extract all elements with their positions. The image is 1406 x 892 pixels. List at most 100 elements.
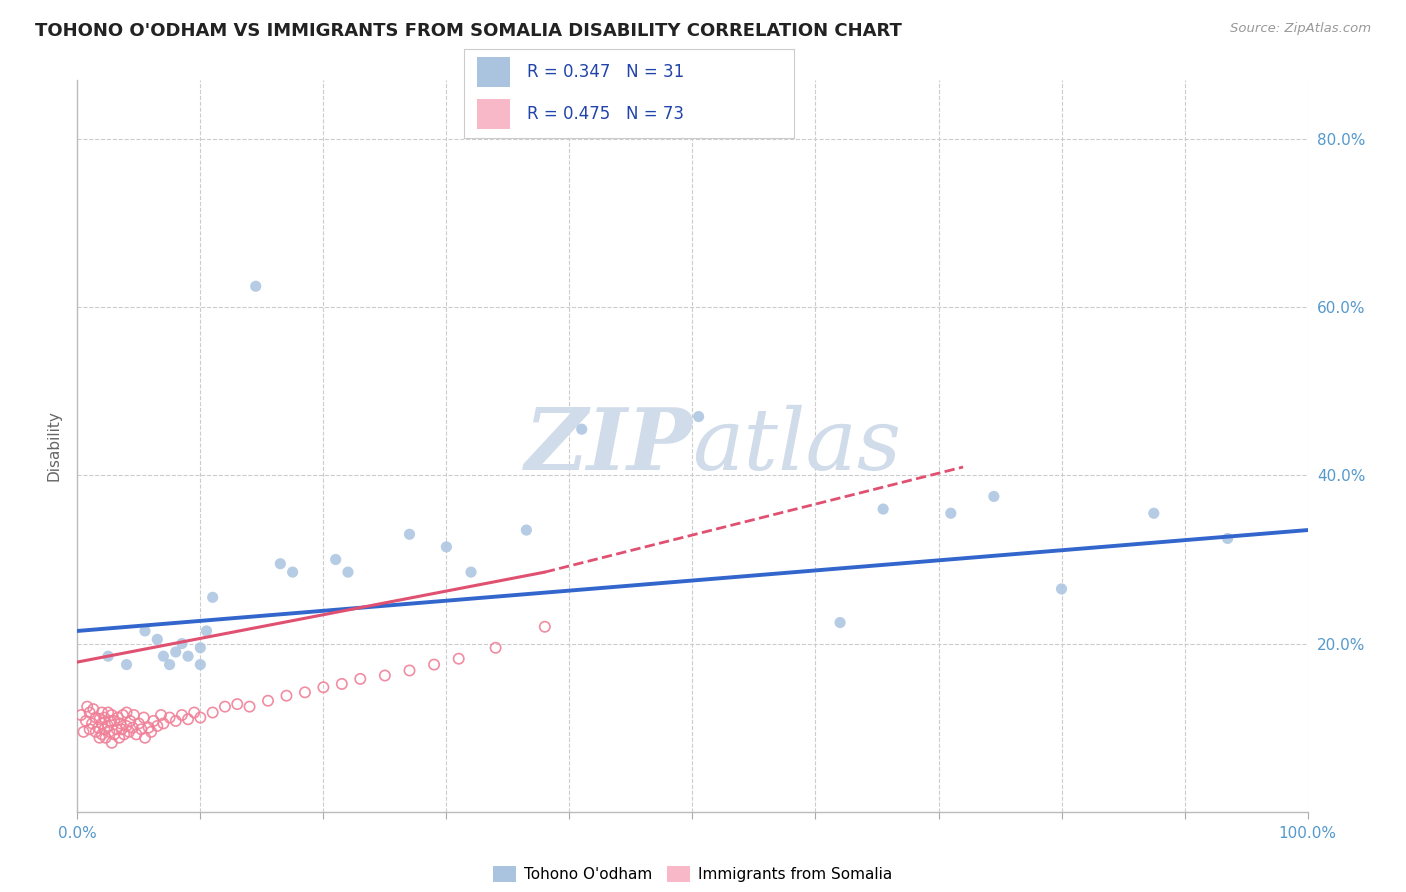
Point [337,565,360,579]
Point [983,490,1005,504]
Point [132,710,155,724]
Point [82,716,104,731]
Point [112,727,135,741]
Point [125,727,148,741]
Point [97,706,120,720]
Point [436,540,458,554]
Point [214,699,236,714]
Point [101,708,124,723]
Point [82,702,104,716]
Point [98,724,121,739]
Point [111,708,134,723]
Point [183,706,205,720]
Point [72,724,94,739]
Point [325,552,347,566]
Point [190,710,212,724]
Text: ZIP: ZIP [524,404,693,488]
Point [423,657,446,672]
Point [105,723,128,737]
Point [159,657,181,672]
Bar [477,57,510,87]
Point [398,664,420,678]
Point [1050,582,1073,596]
Point [177,712,200,726]
Point [134,731,156,745]
Point [830,615,852,630]
Point [374,668,396,682]
Text: Source: ZipAtlas.com: Source: ZipAtlas.com [1230,22,1371,36]
Legend: Tohono O'odham, Immigrants from Somalia: Tohono O'odham, Immigrants from Somalia [486,860,898,888]
Point [110,716,132,731]
Point [131,723,153,737]
Text: R = 0.347   N = 31: R = 0.347 N = 31 [527,63,683,81]
Y-axis label: Disability: Disability [46,410,62,482]
Point [398,527,420,541]
Point [190,657,212,672]
Point [118,724,141,739]
Point [170,708,193,723]
Point [103,714,125,728]
Point [76,699,98,714]
Point [90,727,114,741]
Point [312,681,335,695]
Point [190,640,212,655]
Point [97,719,120,733]
Point [89,731,111,745]
Point [115,657,138,672]
Point [152,649,174,664]
Text: atlas: atlas [693,405,901,487]
Point [152,716,174,731]
Point [141,724,163,739]
Point [93,710,115,724]
Point [108,731,131,745]
Point [87,721,110,735]
Point [70,708,93,723]
Point [170,636,193,650]
Point [165,714,187,728]
Point [276,689,298,703]
Point [115,719,138,733]
Point [1216,532,1239,546]
Point [84,710,107,724]
Point [128,716,150,731]
Point [294,685,316,699]
Bar [477,99,510,129]
Point [872,502,894,516]
Point [195,624,218,638]
Point [120,714,142,728]
Point [146,632,169,647]
Point [150,708,173,723]
Point [201,706,224,720]
Point [146,719,169,733]
Point [134,624,156,638]
Point [257,694,280,708]
Point [79,723,101,737]
Point [330,677,353,691]
Text: R = 0.475   N = 73: R = 0.475 N = 73 [527,105,683,123]
Point [515,523,537,537]
Point [121,721,143,735]
Point [90,706,114,720]
Point [94,731,117,745]
Point [159,710,181,724]
Point [93,723,115,737]
Point [1143,506,1166,520]
Point [165,645,187,659]
Point [226,697,249,711]
Point [485,640,508,655]
Point [100,714,122,728]
Point [571,422,593,436]
Point [79,706,101,720]
Point [939,506,962,520]
Point [101,736,124,750]
Point [122,708,145,723]
Point [111,723,132,737]
Point [447,651,470,665]
Point [269,557,291,571]
Point [349,672,371,686]
Point [89,712,111,726]
Point [138,721,160,735]
Point [281,565,304,579]
Point [90,716,114,731]
Point [107,710,129,724]
